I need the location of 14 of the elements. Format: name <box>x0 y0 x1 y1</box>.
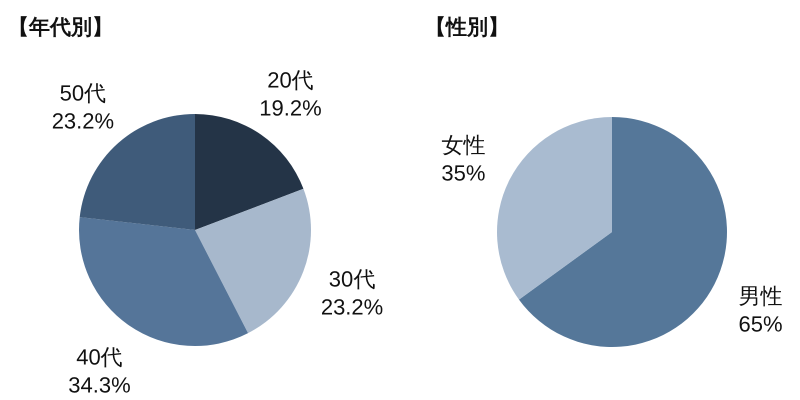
data-label: 34.3% <box>68 372 131 398</box>
slice-label: 男性 <box>738 284 783 309</box>
data-label: 35% <box>441 160 486 186</box>
data-label: 19.2% <box>259 96 322 121</box>
slice-label: 女性 <box>441 132 486 158</box>
slice-label: 30代 <box>328 266 376 292</box>
slice-label: 40代 <box>76 344 123 370</box>
slice-label: 50代 <box>60 80 106 106</box>
slice-label: 20代 <box>267 68 314 93</box>
data-label: 23.2% <box>52 108 114 134</box>
chart-title: 【性別】 <box>425 16 509 39</box>
chart-title: 【年代別】 <box>8 16 113 39</box>
data-label: 23.2% <box>320 294 384 320</box>
data-label: 65% <box>738 312 783 337</box>
